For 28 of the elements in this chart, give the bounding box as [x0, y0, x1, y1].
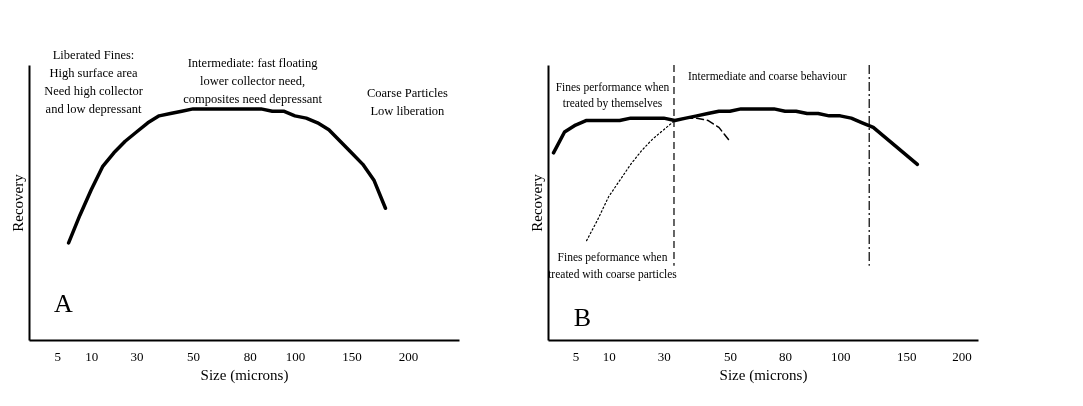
- x-tick-label: 200: [398, 348, 419, 364]
- x-tick-label: 150: [342, 348, 362, 364]
- x-tick-label: 5: [54, 348, 62, 364]
- x-tick-label: 80: [243, 348, 257, 364]
- x-tick-label: 150: [897, 348, 917, 364]
- x-tick-label: 30: [657, 348, 671, 364]
- x-tick-label: 30: [130, 348, 144, 364]
- x-axis-title: Size (microns): [719, 366, 808, 384]
- annotation: Fines performance when treated by themselves: [555, 80, 670, 111]
- y-axis-title: Recovery: [9, 173, 26, 232]
- annotation: A: [54, 289, 74, 319]
- x-axis-title: Size (microns): [200, 366, 289, 384]
- x-tick-label: 5: [572, 348, 580, 364]
- x-tick-label: 100: [285, 348, 306, 364]
- y-axis-title: Recovery: [528, 173, 545, 232]
- x-tick-label: 10: [602, 348, 616, 364]
- annotation: Fines peformance when treated with coarse particles: [548, 251, 678, 281]
- text: Intermediate and coarse behaviour: [687, 69, 847, 82]
- x-tick-label: 200: [952, 348, 972, 364]
- text: Intermediate: fast floating lower collector need, composites need depressant: [183, 55, 323, 106]
- x-tick-label: 80: [779, 348, 793, 364]
- x-tick-label: 50: [187, 348, 201, 364]
- x-tick-label: 50: [723, 348, 737, 364]
- annotation: Liberated Fines: High surface area Need high collector and low depressant: [44, 47, 144, 116]
- annotation: B: [573, 303, 592, 332]
- x-tick-label: 100: [830, 348, 851, 364]
- annotation: Coarse Particles Low liberation: [366, 86, 448, 119]
- x-tick-label: 10: [85, 348, 99, 364]
